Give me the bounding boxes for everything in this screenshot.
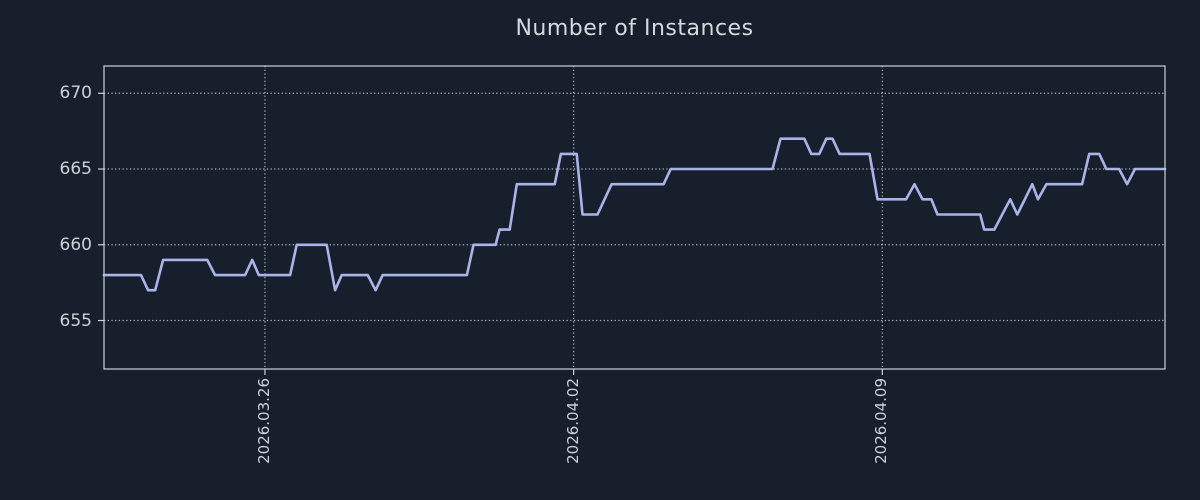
x-axis-tick-label: 2026.04.02 (563, 378, 582, 464)
plot-area (98, 65, 1167, 375)
x-axis-tick-label: 2026.03.26 (254, 378, 273, 464)
y-axis-tick-label: 665 (59, 159, 92, 180)
y-axis-tick-label: 660 (59, 234, 92, 255)
chart-title: Number of Instances (515, 16, 754, 41)
axis-frame (103, 65, 1166, 370)
series-line-instances (102, 137, 1167, 292)
x-axis-tick-label: 2026.04.09 (872, 378, 891, 464)
y-axis-tick-label: 655 (59, 310, 92, 331)
y-axis-tick-label: 670 (59, 83, 92, 104)
